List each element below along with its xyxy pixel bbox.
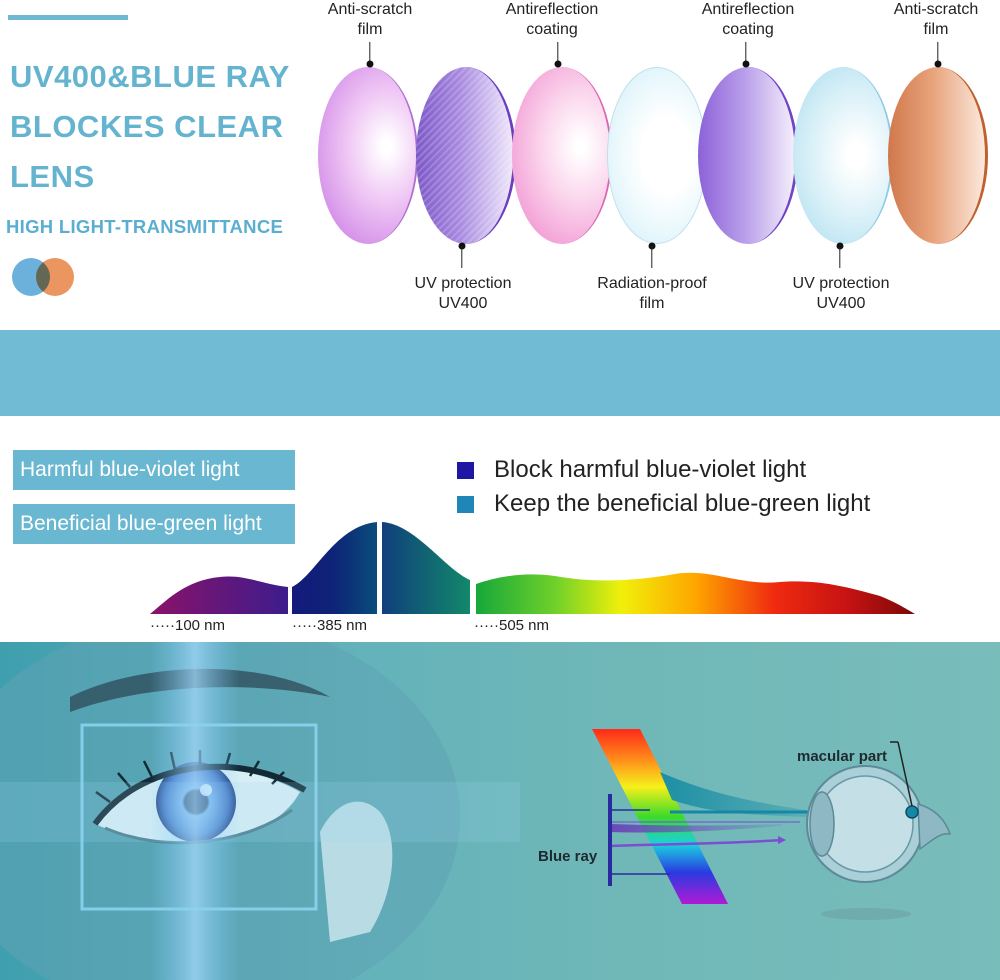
label-line: Antireflection xyxy=(701,1,795,18)
eye-closeup-image xyxy=(0,642,520,980)
transmittance-subtitle: HIGH LIGHT-TRANSMITTANCE xyxy=(6,216,284,237)
pointer-line xyxy=(839,246,841,268)
headline: UV400&BLUE RAY BLOCKES CLEAR LENS xyxy=(10,52,330,202)
label-line: coating xyxy=(526,21,578,38)
orange-circle-icon xyxy=(36,258,74,296)
pointer-line xyxy=(461,246,463,268)
legend-swatch-violet-icon xyxy=(457,461,474,479)
pointer-line xyxy=(369,42,371,64)
label-line: UV400 xyxy=(816,295,866,312)
label-line: UV400 xyxy=(438,295,488,312)
overlap-circles-icon xyxy=(12,258,82,298)
macular-part-label: macular part xyxy=(797,748,888,765)
marker-100nm: ·····100 nm xyxy=(150,617,226,634)
light-spectrum-curve xyxy=(150,522,915,614)
tag-beneficial-light: Beneficial blue-green light xyxy=(13,504,295,544)
label-line: film xyxy=(357,21,383,38)
label-anti-scratch-film-1: Anti-scratch film xyxy=(328,0,412,40)
lens-antireflection-violet xyxy=(698,67,798,244)
marker-385nm: ·····385 nm xyxy=(292,617,368,634)
label-anti-scratch-film-2: Anti-scratch film xyxy=(894,0,978,40)
label-line: Anti-scratch xyxy=(893,1,979,18)
legend-item-keep: Keep the beneficial blue-green light xyxy=(457,490,870,518)
headline-line-2: BLOCKES CLEAR xyxy=(10,109,284,144)
lens-uv-protection-blue xyxy=(793,67,893,244)
legend-swatch-teal-icon xyxy=(457,495,474,513)
lens-radiation-proof xyxy=(607,67,707,244)
label-line: UV protection xyxy=(414,275,512,292)
label-line: coating xyxy=(722,21,774,38)
blue-ray-label: Blue ray xyxy=(538,848,598,865)
label-line: Antireflection xyxy=(505,1,599,18)
label-line: Radiation-proof xyxy=(597,275,707,292)
label-antireflection-coating-1: Antireflection coating xyxy=(506,0,599,40)
label-line: film xyxy=(639,295,665,312)
legend-text: Block harmful blue-violet light xyxy=(494,456,807,483)
label-line: film xyxy=(923,21,949,38)
pointer-dot xyxy=(934,60,942,68)
headline-line-3: LENS xyxy=(10,159,95,194)
marker-505nm: ·····505 nm xyxy=(474,617,550,634)
divider-band xyxy=(0,330,1000,416)
pointer-dot xyxy=(554,60,562,68)
label-line: UV protection xyxy=(792,275,890,292)
legend-item-block: Block harmful blue-violet light xyxy=(457,456,806,484)
spectrum-section: Harmful blue-violet light Beneficial blu… xyxy=(0,416,1000,642)
lens-anti-scratch-purple xyxy=(318,67,418,244)
label-antireflection-coating-2: Antireflection coating xyxy=(702,0,795,40)
accent-line xyxy=(8,15,128,20)
pointer-line xyxy=(937,42,939,64)
label-line: Anti-scratch xyxy=(327,1,413,18)
blue-ray-filter-diagram xyxy=(592,729,952,920)
headline-line-1: UV400&BLUE RAY xyxy=(10,59,290,94)
pointer-dot xyxy=(366,60,374,68)
label-uv-protection-2: UV protection UV400 xyxy=(793,274,890,314)
lens-anti-scratch-orange xyxy=(888,67,988,244)
eye-protection-section: macular part Blue ray xyxy=(0,642,1000,980)
lens-layers-section: UV400&BLUE RAY BLOCKES CLEAR LENS HIGH L… xyxy=(0,0,1000,330)
lens-uv-protection xyxy=(416,67,516,244)
label-radiation-proof-film: Radiation-proof film xyxy=(597,274,706,314)
tag-harmful-light: Harmful blue-violet light xyxy=(13,450,295,490)
pointer-dot xyxy=(742,60,750,68)
pointer-line xyxy=(651,246,653,268)
lens-antireflection-pink xyxy=(512,67,612,244)
label-uv-protection-1: UV protection UV400 xyxy=(415,274,512,314)
pointer-line xyxy=(745,42,747,64)
legend-text: Keep the beneficial blue-green light xyxy=(494,490,871,517)
pointer-line xyxy=(557,42,559,64)
